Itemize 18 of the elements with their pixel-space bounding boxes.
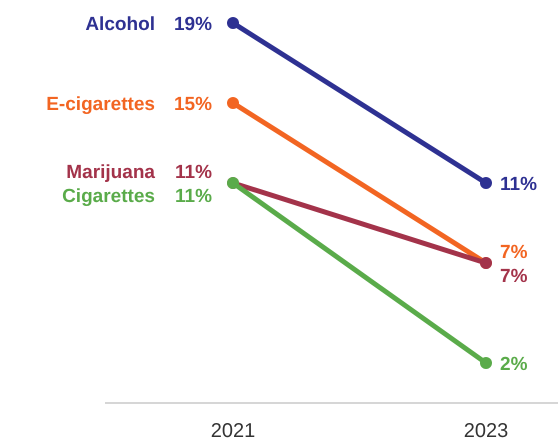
data-label: 11% [175,186,212,207]
x-tick-label: 2023 [464,420,508,442]
point [480,177,492,189]
data-label: 19% [174,14,212,35]
data-label: 7% [500,242,528,263]
data-label: 15% [174,94,212,115]
data-label: 11% [175,162,212,183]
point [227,17,239,29]
text: Cigarettes [62,186,155,207]
data-label: 11% [500,174,538,195]
text: Alcohol [85,14,155,35]
text: E-cigarettes [46,94,155,115]
data-label: 2% [500,354,528,375]
text: Marijuana [66,162,156,183]
point [480,357,492,369]
x-tick-label: 2021 [210,420,256,442]
data-label: 7% [500,266,528,287]
point [227,97,239,109]
